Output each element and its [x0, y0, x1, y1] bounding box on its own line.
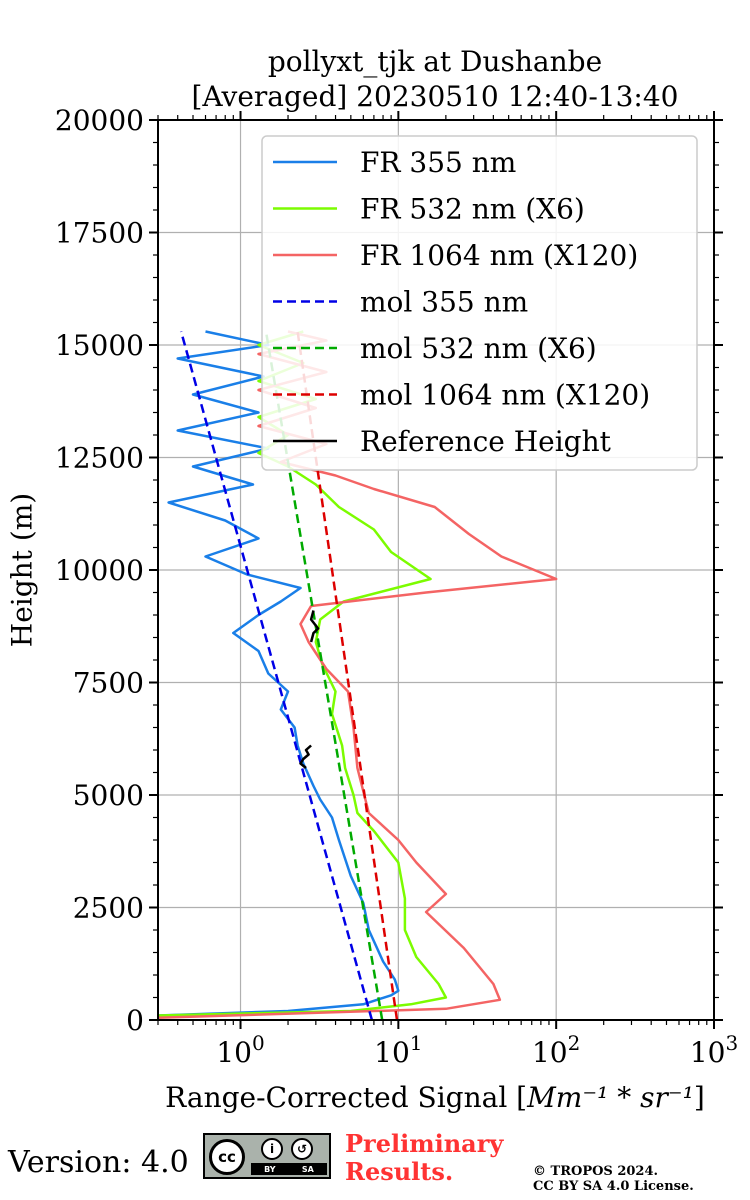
x-tick-label: 100 — [216, 1031, 264, 1069]
y-tick-label: 2500 — [73, 892, 144, 925]
cc-icon: cc — [209, 1139, 245, 1175]
x-tick-label: 103 — [690, 1031, 738, 1069]
legend-label: FR 1064 nm (X120) — [360, 239, 638, 272]
preliminary-line-2: Results. — [345, 1157, 454, 1186]
x-tick-exponent: 0 — [252, 1031, 265, 1055]
x-tick-base: 10 — [532, 1036, 568, 1069]
x-tick-exponent: 2 — [568, 1031, 581, 1055]
y-tick-label: 0 — [126, 1004, 144, 1037]
series-reference-height — [309, 610, 320, 643]
tick-labels: 100 101 102 1030250050007500100001250015000… — [55, 104, 738, 1069]
copyright-line-1: © TROPOS 2024. — [533, 1164, 659, 1179]
x-tick-base: 10 — [374, 1036, 410, 1069]
legend-label: mol 1064 nm (X120) — [360, 379, 650, 412]
x-axis-label: Range-Corrected Signal [Mm⁻¹ * sr⁻¹] — [165, 1081, 705, 1114]
copyright-notice: © TROPOS 2024. CC BY SA 4.0 License. — [533, 1164, 694, 1194]
cc-by-label: BY — [264, 1164, 276, 1174]
legend-box — [261, 135, 698, 471]
chart-title-line-1: pollyxt_tjk at Dushanbe — [268, 45, 602, 78]
y-tick-label: 12500 — [55, 442, 144, 475]
x-tick-base: 10 — [216, 1036, 252, 1069]
series-fr-355-nm — [158, 330, 400, 1017]
x-tick-exponent: 3 — [725, 1031, 738, 1055]
y-tick-label: 15000 — [55, 329, 144, 362]
y-tick-label: 5000 — [73, 779, 144, 812]
cc-strip: BY SA — [251, 1163, 327, 1175]
series-mol-355-nm — [179, 331, 374, 1020]
y-tick-label: 17500 — [55, 217, 144, 250]
preliminary-notice: Preliminary Results. — [345, 1130, 503, 1186]
series-reference-height — [299, 744, 312, 769]
y-tick-label: 7500 — [73, 667, 144, 700]
attribution-icon: i — [261, 1138, 283, 1160]
legend-label: FR 355 nm — [360, 146, 516, 179]
chart-title-line-2: [Averaged] 20230510 12:40-13:40 — [192, 80, 679, 113]
x-tick-label: 102 — [532, 1031, 580, 1069]
x-axis-label-units: Mm⁻¹ * sr⁻¹ — [526, 1081, 694, 1114]
ticks — [149, 111, 723, 1029]
legend-label: FR 532 nm (X6) — [360, 193, 585, 226]
x-tick-label: 101 — [374, 1031, 422, 1069]
x-axis-label-text: Range-Corrected Signal [ — [165, 1081, 527, 1114]
legend-label: Reference Height — [360, 425, 612, 458]
y-tick-label: 20000 — [55, 104, 144, 137]
version-label: Version: 4.0 — [8, 1145, 189, 1180]
copyright-line-2: CC BY SA 4.0 License. — [533, 1179, 694, 1194]
legend-label: mol 532 nm (X6) — [360, 332, 597, 365]
y-axis-label: Height (m) — [6, 493, 39, 647]
preliminary-line-1: Preliminary — [345, 1129, 504, 1158]
x-tick-exponent: 1 — [410, 1031, 423, 1055]
legend-label: mol 355 nm — [360, 286, 528, 319]
x-axis-label-end: ] — [694, 1081, 705, 1114]
legend: FR 355 nm FR 532 nm (X6) FR 1064 nm (X120)… — [261, 135, 698, 471]
cc-license-badge: cc i ↺ BY SA — [203, 1133, 331, 1179]
y-tick-label: 10000 — [55, 554, 144, 587]
cc-sa-label: SA — [301, 1164, 314, 1174]
x-tick-base: 10 — [690, 1036, 726, 1069]
share-alike-icon: ↺ — [291, 1138, 313, 1160]
